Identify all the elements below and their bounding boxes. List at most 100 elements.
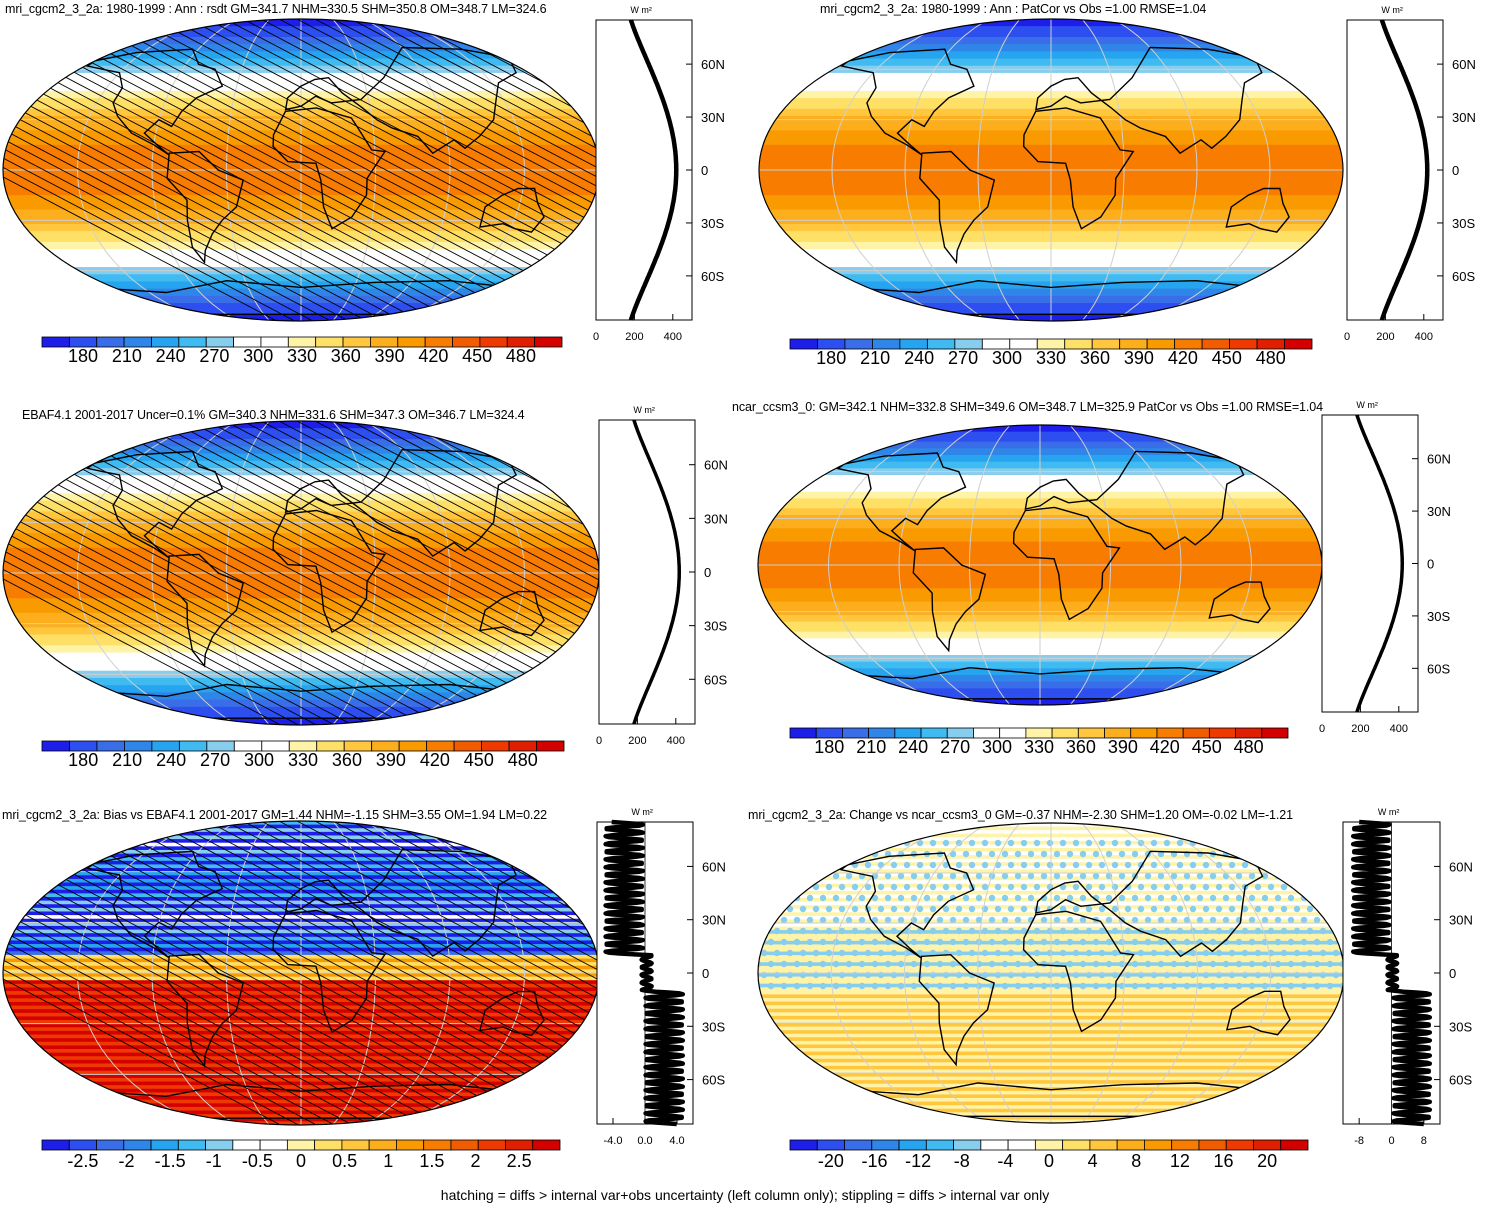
profile-units: W m²	[631, 807, 653, 817]
stipple-dot	[1014, 850, 1022, 858]
continent-outline	[284, 448, 518, 558]
colorbar-tick-label: 300	[992, 348, 1022, 368]
stipple-dot	[786, 905, 794, 913]
map-panel-observations	[2, 420, 600, 726]
hatch-line	[260, 821, 599, 1125]
hatch-line	[422, 19, 599, 321]
stipple-dot	[773, 927, 781, 935]
stipple-dot	[1085, 927, 1093, 935]
hatch-line	[404, 821, 599, 1125]
colorbar-swatch	[505, 1139, 534, 1151]
hatch-line	[296, 421, 599, 725]
stipple-dot	[760, 927, 768, 935]
stipple-dot	[786, 861, 794, 869]
stipple-dot	[1040, 850, 1048, 858]
graticule-meridian	[830, 823, 958, 1123]
colorbar-tick-label: 0	[296, 1151, 306, 1171]
colorbar-tick-label: 300	[982, 737, 1012, 757]
graticule-meridian	[363, 19, 451, 321]
colorbar-tick-label: 330	[1036, 348, 1066, 368]
stipple-dot	[1033, 839, 1041, 847]
colorbar-tick-label: 390	[1124, 348, 1154, 368]
graticule-meridian	[1143, 19, 1271, 321]
stipple-dot	[1131, 982, 1139, 990]
colorbar-tick-label: 420	[1150, 737, 1180, 757]
stipple-dot	[1033, 883, 1041, 891]
profile-value-label: 200	[1351, 723, 1369, 735]
continent-outline	[843, 279, 1261, 315]
profile-value-label: 400	[664, 331, 682, 343]
stipple-dot	[910, 938, 918, 946]
hatch-line	[350, 821, 599, 1125]
stipple-dot	[1131, 894, 1139, 902]
continent-outline	[478, 187, 545, 233]
stipple-dot	[962, 938, 970, 946]
hatch-line	[3, 421, 425, 725]
colorbar-tick-label: 240	[898, 737, 928, 757]
stipple-dot	[812, 861, 820, 869]
stipple-dot	[1241, 927, 1249, 935]
stipple-dot	[994, 949, 1002, 957]
stipple-dot	[1326, 938, 1334, 946]
graticule-meridian	[827, 425, 951, 705]
hatch-line	[224, 19, 599, 321]
stipple-dot	[1209, 982, 1217, 990]
stipple-dot	[1007, 861, 1015, 869]
colorbar: 180 210 240 270 300 330 360 390 420 450 480	[41, 740, 565, 770]
stipple-dot	[975, 916, 983, 924]
stipple-dot	[955, 927, 963, 935]
stipple-dot	[949, 916, 957, 924]
stipple-dot	[884, 938, 892, 946]
colorbar-swatch	[41, 1139, 70, 1151]
graticule-meridian	[151, 821, 239, 1125]
profile-lat-label: 30N	[704, 511, 728, 526]
stipple-dot	[1053, 894, 1061, 902]
stipple-dot	[1033, 927, 1041, 935]
stipple-dot	[838, 949, 846, 957]
graticule-meridian	[904, 19, 990, 321]
stipple-dot	[1157, 894, 1165, 902]
profile-value-label: 0	[593, 331, 599, 343]
stipple-dot	[923, 938, 931, 946]
panel-title: mri_cgcm2_3_2a: 1980-1999 : Ann : PatCor…	[820, 2, 1207, 16]
profile-lat-label: 30N	[702, 913, 726, 928]
stipple-dot	[812, 839, 820, 847]
stipple-dot	[1293, 839, 1301, 847]
stipple-dot	[1072, 861, 1080, 869]
stipple-dot	[1176, 861, 1184, 869]
stipple-dot	[864, 839, 872, 847]
stipple-dot	[1066, 960, 1074, 968]
colorbar-tick-label: 12	[1170, 1151, 1190, 1171]
hatch-line	[3, 821, 353, 1125]
stipple-dot	[1020, 927, 1028, 935]
colorbar-swatch	[477, 1139, 506, 1151]
hatch-line	[260, 19, 599, 321]
hatch-line	[3, 19, 404, 321]
colorbar-swatch	[844, 1139, 873, 1151]
colorbar-tick-label: 270	[948, 348, 978, 368]
stipple-dot	[1319, 905, 1327, 913]
colorbar-swatch	[532, 1139, 561, 1151]
profile-value-label: 200	[625, 331, 643, 343]
stipple-dot	[793, 872, 801, 880]
stipple-dot	[1326, 960, 1334, 968]
stipple-dot	[975, 894, 983, 902]
stipple-dot	[1280, 861, 1288, 869]
stipple-dot	[1150, 883, 1158, 891]
stipple-dot	[1183, 938, 1191, 946]
stipple-dot	[1313, 872, 1321, 880]
stipple-dot	[923, 872, 931, 880]
colorbar-tick-label: 8	[1131, 1151, 1141, 1171]
stipple-dot	[923, 960, 931, 968]
profile-value-label: -8	[1354, 1135, 1364, 1147]
stipple-dot	[949, 872, 957, 880]
colorbar-swatch	[423, 1139, 452, 1151]
hatch-line	[8, 821, 587, 1125]
continent-outline	[166, 150, 245, 265]
stipple-dot	[819, 982, 827, 990]
colorbar-swatch	[41, 740, 70, 752]
profile-value-label: 200	[1376, 331, 1394, 343]
stipple-dot	[1027, 850, 1035, 858]
colorbar-tick-label: 420	[1168, 348, 1198, 368]
colorbar-tick-label: 16	[1213, 1151, 1233, 1171]
